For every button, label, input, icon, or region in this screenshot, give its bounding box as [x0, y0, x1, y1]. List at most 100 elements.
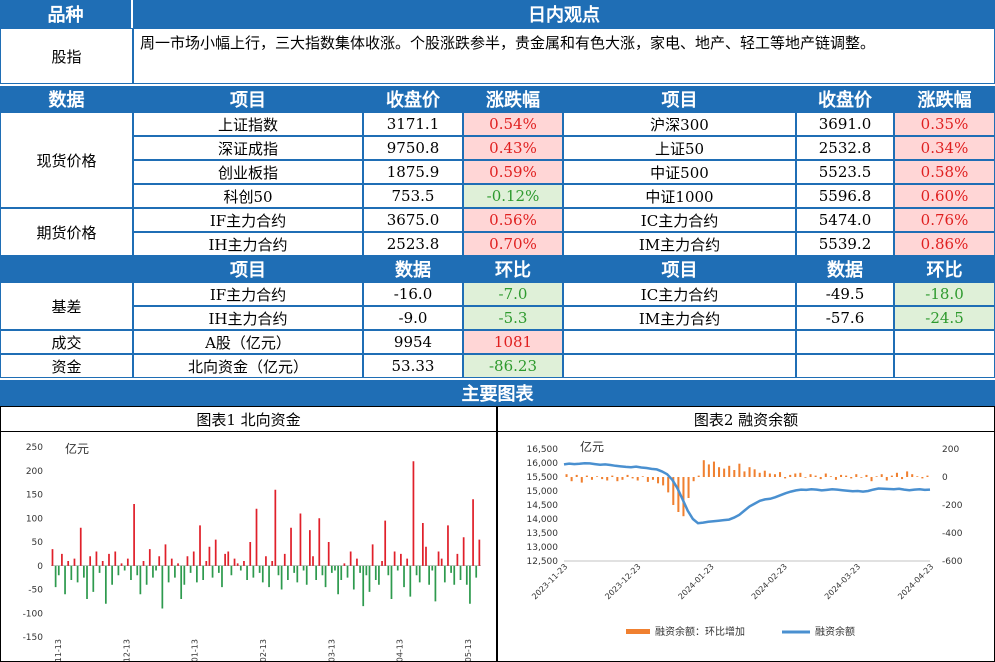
chart1-bar: [428, 565, 430, 585]
chart1-bar: [73, 558, 76, 566]
chart2-bar: [662, 477, 665, 486]
chart1-ytick: 100: [26, 514, 43, 524]
chart1-ytick: -50: [28, 586, 43, 596]
table1-item: 创业板指: [133, 160, 363, 184]
futures-price-label: 期货价格: [0, 208, 133, 256]
chart1-bar: [421, 523, 424, 566]
chart1-bar: [450, 565, 452, 573]
chart2-bar: [845, 475, 848, 477]
table1-item: 深证成指: [133, 136, 363, 160]
chart1-bar: [280, 565, 283, 590]
header-intraday-view: 日内观点: [133, 0, 995, 28]
table1-close2: 5596.8: [796, 184, 894, 208]
chart1-bar: [415, 565, 418, 576]
chart2-bar: [921, 477, 924, 479]
spot-price-label: 现货价格: [0, 112, 133, 208]
chart2-bar: [834, 477, 837, 480]
table2-header-data2: 数据: [796, 256, 894, 282]
chart1-bar: [123, 565, 126, 571]
chart1-bar: [283, 553, 286, 566]
chart2-bar: [636, 477, 639, 481]
chart1-bar: [92, 565, 95, 592]
chart1-bar: [130, 565, 132, 580]
chart1-bar: [346, 565, 349, 578]
chart1-bar: [277, 565, 280, 576]
chart1-bar: [183, 565, 186, 585]
table2-item2: IC主力合约: [563, 282, 796, 306]
chart1-bar: [95, 551, 98, 566]
chart1-bar: [174, 565, 176, 578]
chart1-bar: [469, 565, 471, 604]
chart2-bar: [590, 477, 593, 480]
chart1-bar: [164, 544, 167, 566]
chart2-bar: [895, 472, 898, 477]
table1-change2: 0.86%: [894, 232, 995, 256]
chart1-bar: [359, 565, 361, 573]
chart2-bar: [585, 475, 588, 477]
chart2-bar: [804, 477, 807, 478]
chart2-bar: [855, 474, 858, 477]
chart1-bar: [202, 565, 205, 580]
chart2-ytick: 14,000: [527, 515, 559, 525]
chart2-bar: [814, 475, 817, 477]
chart2-bar: [707, 464, 710, 477]
chart1-bar: [274, 489, 277, 566]
chart1-bar: [309, 530, 311, 566]
chart2-ytick-right: 0: [942, 473, 948, 483]
chart2-bar: [621, 477, 624, 480]
chart2-bar: [779, 472, 782, 477]
chart2-bar: [596, 476, 599, 477]
table2-item: IF主力合约: [133, 282, 363, 306]
chart2-ytick-right: -200: [942, 501, 963, 511]
table1-change2: 0.34%: [894, 136, 995, 160]
table1-close: 3171.1: [363, 112, 463, 136]
chart1-xtick: 2023-11-13: [54, 639, 63, 661]
basis-label: 基差: [0, 282, 133, 330]
chart1-bar: [418, 565, 421, 583]
chart1-bar: [177, 563, 179, 566]
chart1-ytick: 0: [37, 562, 43, 572]
chart1-bar: [384, 520, 387, 566]
chart2-ytick: 16,500: [527, 445, 559, 455]
chart1-bar: [155, 565, 157, 571]
chart1-xtick: 2024-05-13: [464, 639, 473, 661]
table2-header-blank: [0, 256, 133, 282]
table2-mom: -5.3: [463, 306, 563, 330]
chart2-bar: [860, 477, 863, 478]
chart1-bar: [79, 527, 82, 566]
chart1-bar: [381, 561, 383, 566]
chart1-bar: [261, 565, 264, 583]
chart2-bar: [784, 477, 787, 479]
table2-mom: -7.0: [463, 282, 563, 306]
chart1-bar: [158, 556, 161, 566]
table2-mom2: -24.5: [894, 306, 995, 330]
chart1-ytick: -150: [23, 633, 44, 643]
chart1-bar: [199, 525, 201, 566]
chart2-ylabel: 亿元: [580, 439, 604, 454]
chart1-bar: [61, 553, 63, 566]
table2-item2: IM主力合约: [563, 306, 796, 330]
chart2-bar: [819, 477, 822, 480]
chart1-bar: [400, 553, 402, 566]
chart1-bar: [312, 556, 314, 566]
chart1-xtick: 2024-04-13: [396, 639, 405, 661]
table1-item: IH主力合约: [133, 232, 363, 256]
chart2-bar: [870, 477, 873, 482]
chart1-bar: [396, 565, 399, 571]
fund-label: 资金: [0, 354, 133, 378]
chart1-bar: [217, 565, 220, 573]
table1-item2: IC主力合约: [563, 208, 796, 232]
chart2-bar: [738, 463, 741, 477]
chart1-bar: [318, 518, 321, 566]
table1-close2: 2532.8: [796, 136, 894, 160]
chart2-bar: [672, 477, 675, 505]
chart1-bar: [186, 556, 189, 566]
table2-data2: [796, 330, 894, 354]
chart1-bar: [440, 558, 443, 566]
table1-header-data: 数据: [0, 86, 133, 112]
chart1-bar: [221, 565, 223, 588]
chart2-bar: [687, 477, 690, 498]
chart1-bar: [98, 565, 101, 573]
chart2-bar: [667, 477, 670, 493]
chart2-bar: [850, 477, 853, 479]
